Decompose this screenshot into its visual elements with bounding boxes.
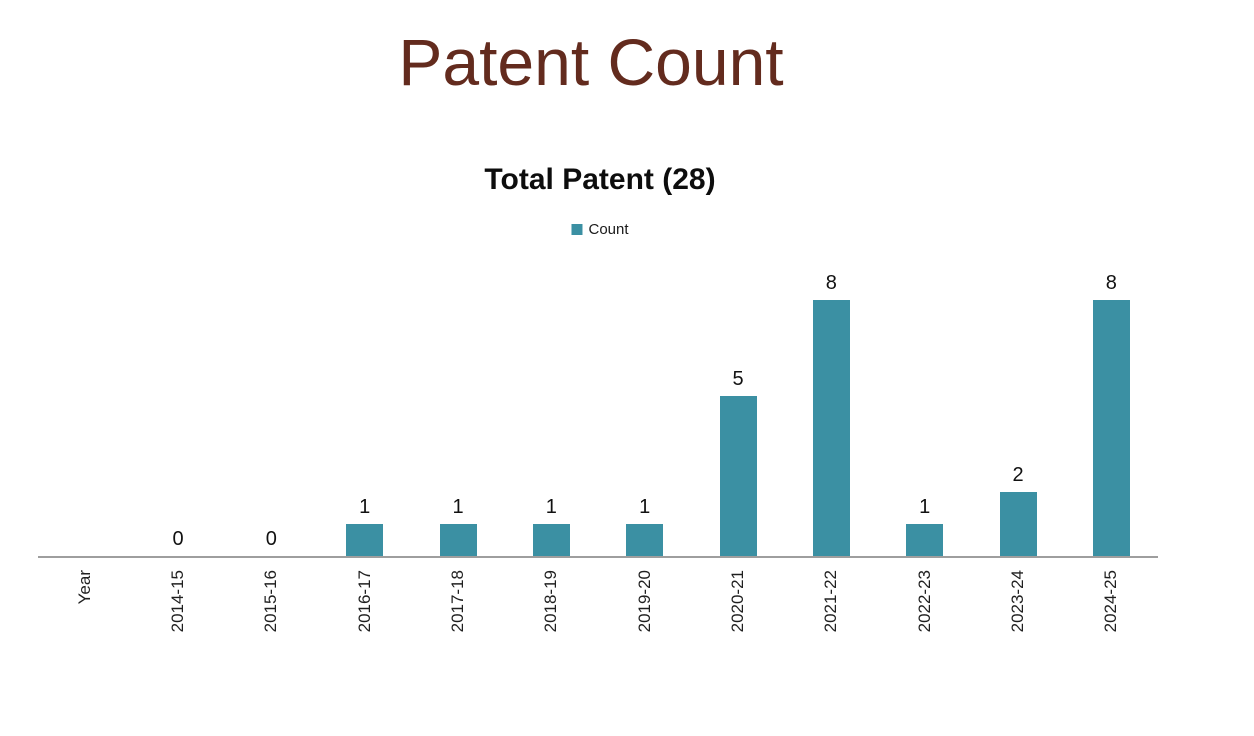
bar-value-label-2024-25: 8 bbox=[1105, 272, 1117, 294]
chart-title: Total Patent (28) bbox=[484, 163, 716, 196]
bar-value-label-2022-23: 1 bbox=[919, 496, 931, 518]
bar-value-label-2015-16: 0 bbox=[265, 528, 277, 550]
x-axis-label-2015-16: 2015-16 bbox=[261, 570, 281, 633]
bar-2021-22 bbox=[812, 300, 850, 556]
bar-value-label-2016-17: 1 bbox=[359, 496, 371, 518]
x-axis-label-2021-22: 2021-22 bbox=[821, 570, 841, 633]
x-axis-label-2014-15: 2014-15 bbox=[168, 570, 187, 633]
legend-count-label: Count bbox=[588, 221, 629, 238]
bar-2017-18 bbox=[439, 524, 477, 556]
x-axis-label-2023-24: 2023-24 bbox=[1008, 570, 1027, 633]
x-axis-label-2019-20: 2019-20 bbox=[634, 570, 654, 633]
x-axis-label-2018-19: 2018-19 bbox=[541, 570, 561, 633]
bar-value-label-2017-18: 1 bbox=[452, 496, 464, 518]
bar-value-label-2014-15: 0 bbox=[172, 528, 184, 550]
legend-count-swatch bbox=[571, 224, 583, 235]
page-title: Patent Count bbox=[398, 25, 784, 99]
x-axis-label-2020-21: 2020-21 bbox=[728, 570, 747, 633]
x-axis-line bbox=[38, 556, 1158, 558]
bar-2020-21 bbox=[719, 396, 757, 556]
bar-value-label-2020-21: 5 bbox=[732, 368, 744, 390]
bar-value-label-2023-24: 2 bbox=[1012, 464, 1024, 486]
x-axis-label-2022-23: 2022-23 bbox=[914, 570, 934, 633]
bar-2024-25 bbox=[1092, 300, 1130, 556]
bar-2023-24 bbox=[999, 492, 1037, 556]
bar-value-label-2021-22: 8 bbox=[825, 272, 837, 294]
bar-2019-20 bbox=[626, 524, 664, 556]
x-axis-label-Year: Year bbox=[74, 570, 94, 605]
bar-2022-23 bbox=[906, 524, 944, 556]
bar-value-label-2018-19: 1 bbox=[545, 496, 557, 518]
bar-2016-17 bbox=[346, 524, 384, 556]
x-axis-label-2017-18: 2017-18 bbox=[448, 570, 467, 633]
bar-value-label-2019-20: 1 bbox=[639, 496, 651, 518]
chart-legend: Count bbox=[571, 221, 629, 238]
bar-2018-19 bbox=[532, 524, 570, 556]
x-axis-label-2024-25: 2024-25 bbox=[1101, 570, 1121, 633]
x-axis-label-2016-17: 2016-17 bbox=[354, 570, 374, 633]
